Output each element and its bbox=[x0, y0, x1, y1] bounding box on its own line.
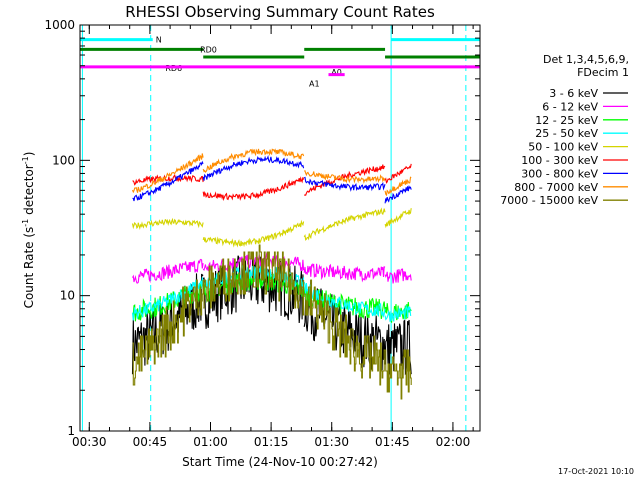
y-axis-label-part: detector bbox=[22, 164, 36, 219]
y-axis-label-part: Count Rate (s bbox=[22, 227, 36, 309]
axes-layer: 1 10 100 1000 00:30 00:45 01:00 01:15 01:30 01:45… bbox=[44, 18, 480, 449]
x-axis-label: Start Time (24-Nov-10 00:27:42) bbox=[182, 455, 378, 469]
legend-entry-label: 12 - 25 keV bbox=[535, 114, 598, 127]
chart-title: RHESSI Observing Summary Count Rates bbox=[125, 3, 435, 21]
flag-label-a0: A0 bbox=[331, 68, 342, 77]
series-line-8 bbox=[132, 244, 412, 400]
y-axis-label: Count Rate (s-1 detector-1) bbox=[21, 152, 36, 309]
y-tick-label: 1000 bbox=[44, 18, 75, 32]
y-tick-label: 10 bbox=[60, 289, 75, 303]
x-tick-label: 02:00 bbox=[436, 435, 471, 449]
x-tick-label: 01:45 bbox=[375, 435, 410, 449]
timestamp: 17-Oct-2021 10:10 bbox=[558, 467, 634, 476]
legend-header-line: FDecim 1 bbox=[577, 66, 629, 79]
x-tick-label: 01:15 bbox=[254, 435, 289, 449]
legend-entry-label: 6 - 12 keV bbox=[542, 100, 598, 113]
x-tick-label: 01:30 bbox=[314, 435, 349, 449]
legend-entry-label: 3 - 6 keV bbox=[549, 87, 598, 100]
y-axis-label-sup: -1 bbox=[21, 219, 30, 227]
x-tick-label: 00:45 bbox=[133, 435, 168, 449]
legend-entry-label: 7000 - 15000 keV bbox=[500, 194, 598, 207]
flag-label-n: N bbox=[156, 36, 162, 45]
series-line-5 bbox=[132, 163, 412, 202]
legend-entry-label: 50 - 100 keV bbox=[528, 141, 598, 154]
y-axis-label-part: ) bbox=[22, 152, 36, 157]
flag-label-rd0: RD0 bbox=[200, 45, 217, 54]
series-layer bbox=[131, 148, 412, 400]
legend-entry-label: 300 - 800 keV bbox=[521, 167, 598, 180]
series-line-6 bbox=[132, 155, 412, 204]
y-axis-label-sup: -1 bbox=[21, 156, 30, 164]
y-tick-label: 1 bbox=[67, 424, 75, 438]
series-line-4 bbox=[131, 207, 412, 248]
legend-entry-label: 25 - 50 keV bbox=[535, 127, 598, 140]
legend-entry-label: 100 - 300 keV bbox=[521, 154, 598, 167]
series-line-7 bbox=[131, 148, 412, 197]
x-tick-label: 01:00 bbox=[193, 435, 228, 449]
y-tick-label: 100 bbox=[52, 153, 75, 167]
x-tick-label: 00:30 bbox=[72, 435, 107, 449]
flag-label-a1: A1 bbox=[309, 79, 320, 88]
legend-entry-label: 800 - 7000 keV bbox=[514, 181, 598, 194]
flag-label-rd6: RD6 bbox=[165, 64, 182, 73]
annotation-layer: N RD0 RD6 A0 A1 bbox=[80, 25, 480, 431]
legend-header-line: Det 1,3,4,5,6,9, bbox=[543, 53, 629, 66]
plot-frame bbox=[79, 24, 481, 432]
